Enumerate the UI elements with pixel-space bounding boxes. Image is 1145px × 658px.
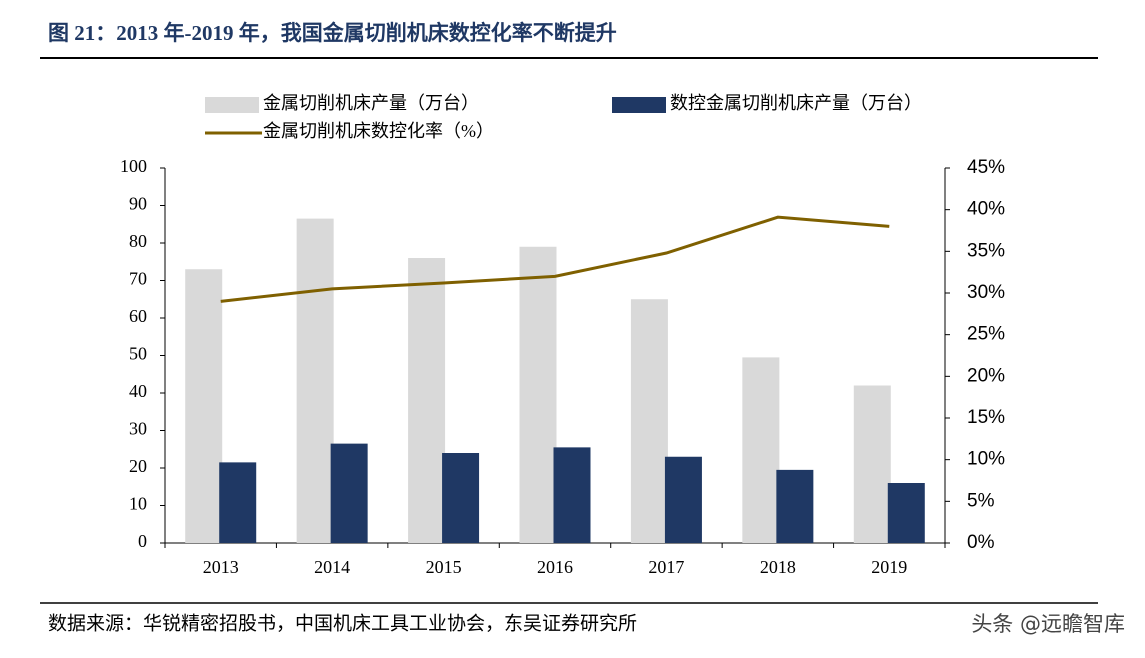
y2-tick-label: 5% [967,490,995,511]
x-tick-label: 2016 [537,557,573,577]
bar [519,246,557,543]
legend-label: 数控金属切削机床产量（万台） [670,93,922,113]
bar [853,385,891,543]
bar [442,453,480,543]
bar [887,483,925,543]
bar [408,258,446,543]
y-tick-label: 80 [129,231,147,251]
legend-swatch [612,97,666,113]
bar [553,447,591,543]
y2-tick-label: 35% [967,240,1005,261]
y-tick-label: 50 [129,344,147,364]
x-tick-label: 2015 [426,557,462,577]
bar [185,269,223,543]
x-tick-label: 2017 [648,557,684,577]
y-tick-label: 100 [120,156,147,176]
x-tick-label: 2014 [314,557,350,577]
x-tick-label: 2013 [203,557,239,577]
y2-tick-label: 20% [967,365,1005,386]
y2-tick-label: 0% [967,532,995,553]
line [220,215,890,303]
y2-tick-label: 25% [967,324,1005,345]
y2-tick-label: 30% [967,282,1005,303]
legend-label: 金属切削机床数控化率（%） [263,121,494,141]
y2-tick-label: 45% [967,157,1005,178]
y-tick-label: 60 [129,306,147,326]
y2-tick-label: 15% [967,407,1005,428]
chart-title: 图 21：2013 年-2019 年，我国金属切削机床数控化率不断提升 [48,21,617,45]
x-tick-label: 2018 [760,557,796,577]
bar [630,299,668,543]
y2-tick-label: 40% [967,199,1005,220]
bar [219,462,257,543]
y2-tick-label: 10% [967,449,1005,470]
legend-swatch [205,97,259,113]
y-tick-label: 20 [129,456,147,476]
watermark: 头条 @远瞻智库 [971,612,1125,636]
source: 数据来源：华锐精密招股书，中国机床工具工业协会，东吴证券研究所 [48,612,637,634]
bar [664,456,702,543]
y-tick-label: 70 [129,269,147,289]
y-tick-label: 90 [129,194,147,214]
bar [776,469,814,543]
bar [330,443,368,543]
y-tick-label: 10 [129,494,147,514]
y-tick-label: 0 [138,531,147,551]
y-tick-label: 30 [129,419,147,439]
legend-label: 金属切削机床产量（万台） [263,93,479,113]
bar [742,357,780,543]
bar [296,218,334,543]
y-tick-label: 40 [129,381,147,401]
x-tick-label: 2019 [871,557,907,577]
